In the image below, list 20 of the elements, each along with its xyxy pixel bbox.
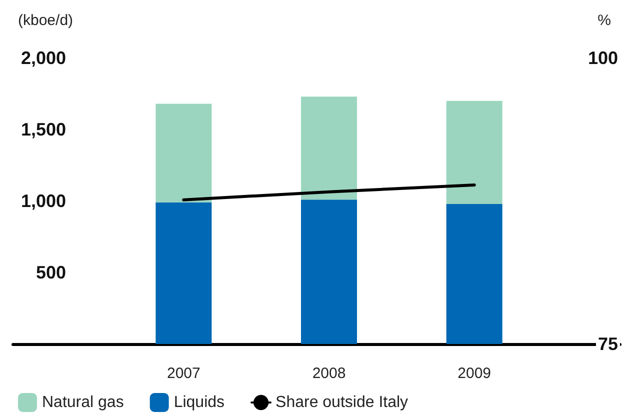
y-axis-title: (kboe/d)	[18, 12, 74, 29]
bar	[446, 204, 502, 344]
x-tick-label: 2009	[458, 365, 492, 382]
y-tick-label: 1,500	[20, 120, 66, 140]
legend-label: Natural gas	[42, 394, 124, 411]
y2-axis-title: %	[598, 12, 612, 29]
x-tick-label: 2007	[166, 365, 200, 382]
bar	[156, 104, 212, 202]
y-tick-label: 1,000	[20, 191, 66, 211]
legend-label: Liquids	[174, 394, 225, 411]
bar	[156, 202, 212, 344]
x-tick-label: 2008	[312, 365, 346, 382]
y-tick-label: 500	[36, 262, 66, 282]
y2-tick-label: 75	[598, 334, 618, 354]
legend-label: Share outside Italy	[276, 394, 408, 411]
y2-tick-label: 100	[588, 48, 618, 68]
bar	[301, 200, 357, 344]
y-tick-label: 2,000	[20, 48, 66, 68]
bar	[446, 100, 502, 204]
bar	[301, 96, 357, 200]
